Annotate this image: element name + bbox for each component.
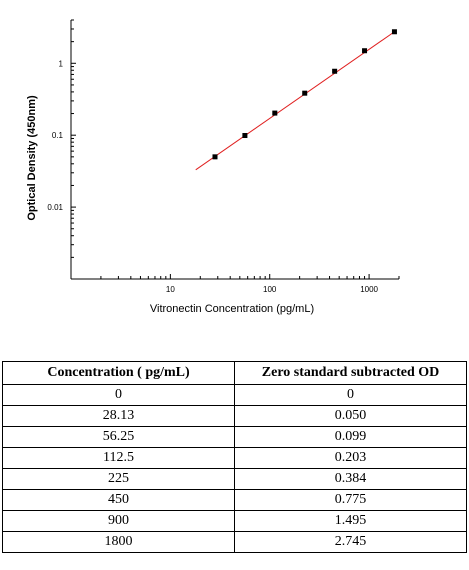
data-point (302, 90, 308, 96)
table-row: 56.25 0.099 (2, 426, 467, 448)
table-row: 112.5 0.203 (2, 447, 467, 469)
table-row: 900 1.495 (2, 510, 467, 532)
cell-concentration: 56.25 (2, 426, 235, 448)
axes (70, 20, 399, 280)
tick-labels: 10 100 1000 0.01 0.1 1 (47, 59, 378, 294)
x-tick-label: 10 (166, 285, 175, 294)
cell-concentration: 112.5 (2, 447, 235, 469)
fit-line-group (195, 31, 395, 171)
data-point (212, 154, 218, 160)
cell-od: 1.495 (234, 510, 467, 532)
table-row: 1800 2.745 (2, 531, 467, 553)
y-axis-title: Optical Density (450nm) (26, 95, 38, 221)
y-tick-label: 1 (59, 59, 64, 68)
cell-od: 2.745 (234, 531, 467, 553)
y-tick-label: 0.01 (47, 203, 63, 212)
fit-line (195, 31, 395, 171)
cell-od: 0.050 (234, 405, 467, 427)
x-tick-label: 1000 (360, 285, 378, 294)
x-axis-title: Vitronectin Concentration (pg/mL) (150, 303, 314, 315)
cell-concentration: 1800 (2, 531, 235, 553)
data-point (242, 133, 248, 139)
cell-od: 0.384 (234, 468, 467, 490)
table-row: 225 0.384 (2, 468, 467, 490)
standard-curve-chart: 10 100 1000 0.01 0.1 1 Vitronectin Concentrat… (26, 19, 400, 315)
cell-concentration: 450 (2, 489, 235, 511)
cell-concentration: 28.13 (2, 405, 235, 427)
data-table: Concentration ( pg/mL) Zero standard sub… (2, 361, 467, 553)
cell-concentration: 225 (2, 468, 235, 490)
x-tick-label: 100 (263, 285, 277, 294)
data-point (362, 48, 368, 54)
y-tick-label: 0.1 (52, 131, 64, 140)
header-concentration: Concentration ( pg/mL) (2, 361, 235, 385)
table-header-row: Concentration ( pg/mL) Zero standard sub… (2, 361, 467, 385)
cell-od: 0.775 (234, 489, 467, 511)
data-points (212, 29, 397, 160)
cell-concentration: 900 (2, 510, 235, 532)
cell-od: 0 (234, 384, 467, 406)
header-od: Zero standard subtracted OD (234, 361, 467, 385)
table-row: 28.13 0.050 (2, 405, 467, 427)
data-point (391, 29, 397, 35)
data-point (332, 68, 338, 74)
data-point (272, 110, 278, 116)
table-row: 450 0.775 (2, 489, 467, 511)
cell-od: 0.203 (234, 447, 467, 469)
ticks (70, 19, 400, 280)
cell-concentration: 0 (2, 384, 235, 406)
cell-od: 0.099 (234, 426, 467, 448)
